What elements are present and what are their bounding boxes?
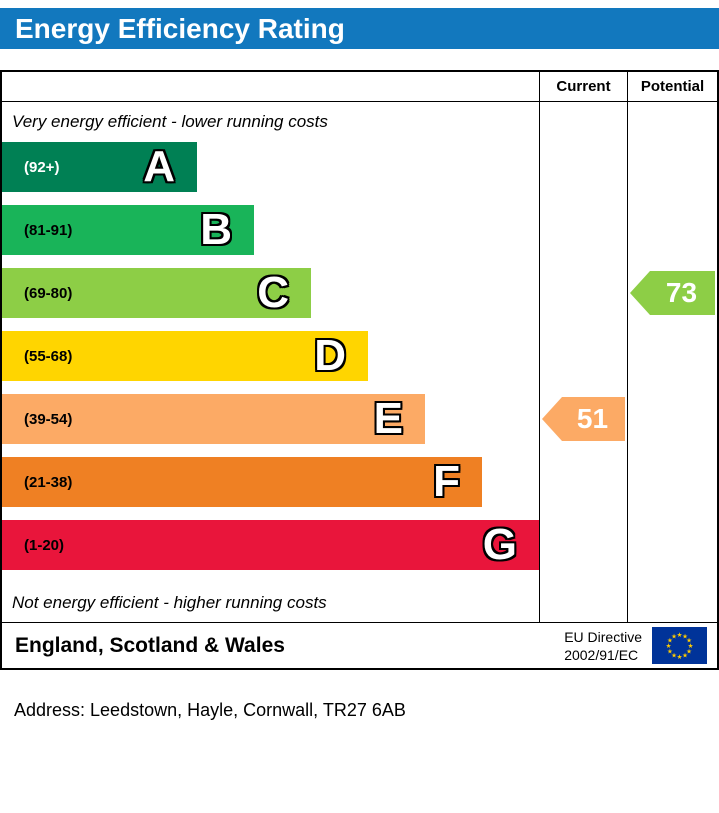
svg-text:★: ★ (671, 632, 677, 640)
bands-area: Very energy efficient - lower running co… (2, 102, 539, 622)
band-range-label: (21-38) (24, 473, 73, 491)
region-label: England, Scotland & Wales (15, 633, 285, 657)
band-range-label: (1-20) (24, 536, 65, 554)
bottom-note: Not energy efficient - higher running co… (12, 592, 327, 612)
band-row-c: (69-80) C (2, 268, 539, 331)
eu-directive-text: EU Directive 2002/91/EC (564, 628, 642, 664)
band-bar-b: (81-91) B (2, 205, 254, 255)
svg-text:★: ★ (667, 636, 673, 644)
potential-column: 73 (627, 102, 717, 622)
page-title: Energy Efficiency Rating (15, 13, 345, 44)
potential-column-header: Potential (627, 72, 717, 101)
eu-flag-icon: ★ ★★★★★★★★★★★ (652, 627, 707, 664)
band-row-f: (21-38) F (2, 457, 539, 520)
band-row-g: (1-20) G (2, 520, 539, 583)
epc-chart: Current Potential Very energy efficient … (0, 70, 719, 670)
band-range-label: (39-54) (24, 410, 73, 428)
chart-header-row: Current Potential (2, 72, 717, 102)
current-column-header: Current (539, 72, 627, 101)
current-column: 51 (539, 102, 627, 622)
address-line: Address: Leedstown, Hayle, Cornwall, TR2… (14, 700, 406, 720)
bands-container: (92+) A (81-91) B (69-80) C (55-68) D (39-54) E (2… (2, 142, 539, 583)
svg-text:★: ★ (677, 631, 683, 639)
svg-text:★: ★ (666, 642, 672, 650)
band-letter: A (143, 142, 175, 191)
band-row-b: (81-91) B (2, 205, 539, 268)
svg-text:★: ★ (686, 647, 692, 655)
band-letter: C (257, 268, 289, 317)
svg-text:★: ★ (667, 647, 673, 655)
band-bar-d: (55-68) D (2, 331, 368, 381)
band-bar-c: (69-80) C (2, 268, 311, 318)
band-row-e: (39-54) E (2, 394, 539, 457)
page-title-bar: Energy Efficiency Rating (0, 8, 719, 49)
band-bar-a: (92+) A (2, 142, 197, 192)
band-row-a: (92+) A (2, 142, 539, 205)
svg-text:★: ★ (686, 636, 692, 644)
band-range-label: (69-80) (24, 284, 73, 302)
potential-rating-value: 73 (665, 277, 698, 308)
band-range-label: (92+) (24, 158, 60, 176)
svg-text:★: ★ (688, 642, 694, 650)
band-letter: E (373, 394, 403, 443)
band-bar-g: (1-20) G (2, 520, 539, 570)
chart-footer: England, Scotland & Wales EU Directive 2… (2, 622, 717, 668)
band-row-d: (55-68) D (2, 331, 539, 394)
band-bar-f: (21-38) F (2, 457, 482, 507)
header-spacer (2, 72, 539, 101)
band-range-label: (81-91) (24, 221, 73, 239)
top-note: Very energy efficient - lower running co… (12, 112, 328, 131)
svg-text:★: ★ (677, 653, 683, 661)
current-rating-arrow: 51 (542, 397, 625, 441)
band-letter: D (314, 331, 346, 380)
eu-directive-line1: EU Directive (564, 628, 642, 645)
svg-text:★: ★ (682, 632, 688, 640)
band-letter: B (200, 205, 232, 254)
band-letter: F (433, 457, 460, 506)
band-bar-e: (39-54) E (2, 394, 425, 444)
band-letter: G (482, 520, 517, 569)
svg-text:★: ★ (682, 651, 688, 659)
chart-body: Very energy efficient - lower running co… (2, 102, 717, 622)
svg-text:★: ★ (671, 651, 677, 659)
eu-directive-line2: 2002/91/EC (564, 646, 639, 663)
band-range-label: (55-68) (24, 347, 73, 365)
epc-page: Energy Efficiency Rating Current Potenti… (0, 8, 719, 721)
current-rating-value: 51 (576, 403, 609, 434)
potential-rating-arrow: 73 (630, 271, 715, 315)
